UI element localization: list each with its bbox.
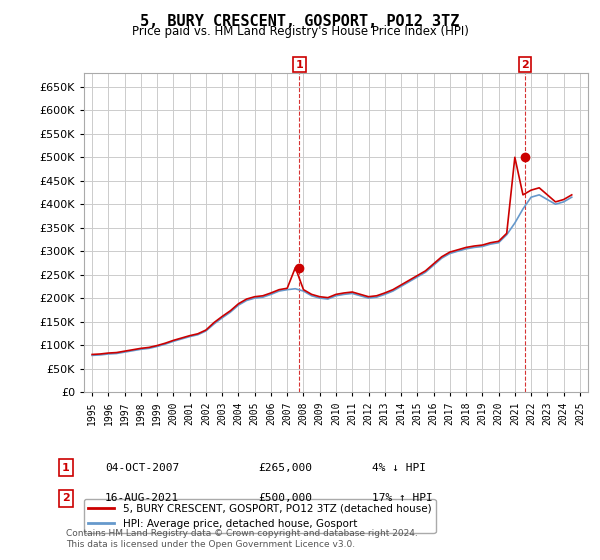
Text: 1: 1 [62, 463, 70, 473]
Text: Price paid vs. HM Land Registry's House Price Index (HPI): Price paid vs. HM Land Registry's House … [131, 25, 469, 38]
Text: 2: 2 [62, 493, 70, 503]
Text: 17% ↑ HPI: 17% ↑ HPI [372, 493, 433, 503]
Text: 16-AUG-2021: 16-AUG-2021 [105, 493, 179, 503]
Text: 04-OCT-2007: 04-OCT-2007 [105, 463, 179, 473]
Text: 5, BURY CRESCENT, GOSPORT, PO12 3TZ: 5, BURY CRESCENT, GOSPORT, PO12 3TZ [140, 14, 460, 29]
Text: £500,000: £500,000 [258, 493, 312, 503]
Text: 2: 2 [521, 59, 529, 69]
Text: 1: 1 [296, 59, 303, 69]
Text: Contains HM Land Registry data © Crown copyright and database right 2024.
This d: Contains HM Land Registry data © Crown c… [66, 529, 418, 549]
Legend: 5, BURY CRESCENT, GOSPORT, PO12 3TZ (detached house), HPI: Average price, detach: 5, BURY CRESCENT, GOSPORT, PO12 3TZ (det… [84, 500, 436, 533]
Text: £265,000: £265,000 [258, 463, 312, 473]
Text: 4% ↓ HPI: 4% ↓ HPI [372, 463, 426, 473]
